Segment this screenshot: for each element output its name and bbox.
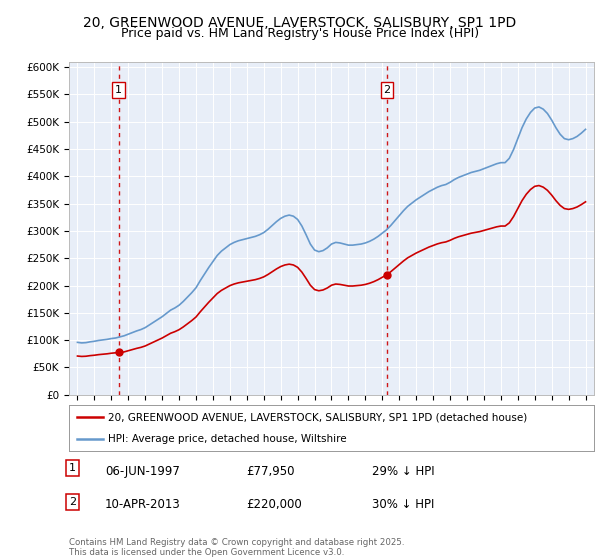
Text: 30% ↓ HPI: 30% ↓ HPI	[372, 498, 434, 511]
Text: 2: 2	[69, 497, 76, 507]
Text: 06-JUN-1997: 06-JUN-1997	[105, 465, 180, 478]
Text: 10-APR-2013: 10-APR-2013	[105, 498, 181, 511]
Text: 1: 1	[115, 85, 122, 95]
Text: Price paid vs. HM Land Registry's House Price Index (HPI): Price paid vs. HM Land Registry's House …	[121, 27, 479, 40]
Text: 1: 1	[69, 463, 76, 473]
Text: £220,000: £220,000	[246, 498, 302, 511]
Text: 20, GREENWOOD AVENUE, LAVERSTOCK, SALISBURY, SP1 1PD (detached house): 20, GREENWOOD AVENUE, LAVERSTOCK, SALISB…	[109, 412, 527, 422]
Text: 29% ↓ HPI: 29% ↓ HPI	[372, 465, 434, 478]
Text: Contains HM Land Registry data © Crown copyright and database right 2025.
This d: Contains HM Land Registry data © Crown c…	[69, 538, 404, 557]
Text: £77,950: £77,950	[246, 465, 295, 478]
Text: 20, GREENWOOD AVENUE, LAVERSTOCK, SALISBURY, SP1 1PD: 20, GREENWOOD AVENUE, LAVERSTOCK, SALISB…	[83, 16, 517, 30]
Text: 2: 2	[383, 85, 391, 95]
Text: HPI: Average price, detached house, Wiltshire: HPI: Average price, detached house, Wilt…	[109, 435, 347, 444]
